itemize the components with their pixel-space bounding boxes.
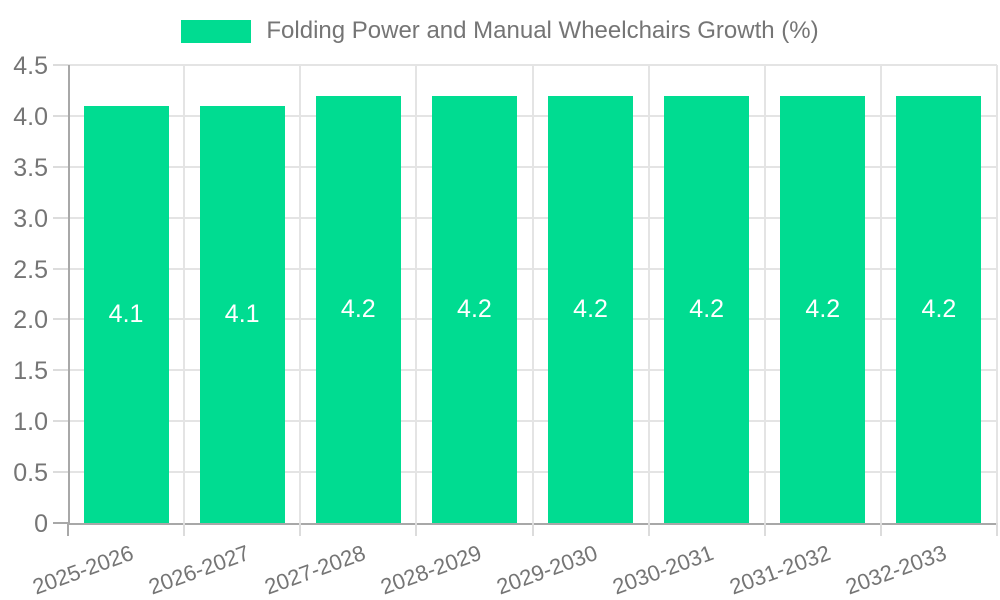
y-axis-tick (53, 114, 68, 117)
x-axis-tick-label: 2025-2026 (29, 540, 137, 600)
vertical-gridline (996, 65, 998, 523)
bar[interactable]: 4.2 (431, 95, 517, 523)
vertical-gridline (183, 65, 186, 523)
x-axis-tick-label: 2028-2029 (377, 540, 485, 600)
bar-value-label: 4.2 (573, 295, 608, 324)
y-axis-tick (53, 267, 68, 270)
legend-label: Folding Power and Manual Wheelchairs Gro… (266, 17, 819, 44)
y-axis-tick-label: 0.5 (13, 459, 48, 488)
y-axis-line (68, 65, 70, 525)
vertical-gridline (879, 65, 882, 523)
vertical-gridline (415, 65, 418, 523)
y-axis-tick-label: 4.0 (13, 102, 48, 131)
x-axis-tick (647, 523, 650, 536)
y-axis-tick (53, 318, 68, 321)
x-axis-tick-label: 2030-2031 (609, 540, 718, 600)
bar[interactable]: 4.2 (896, 95, 982, 523)
y-axis-tick (53, 522, 68, 524)
vertical-gridline (647, 65, 650, 523)
bar-value-label: 4.2 (340, 295, 376, 324)
vertical-gridline (763, 65, 766, 523)
bar[interactable]: 4.2 (548, 95, 634, 523)
x-axis-tick-label: 2026-2027 (145, 540, 253, 600)
x-axis-tick-label: 2032-2033 (842, 540, 950, 600)
y-axis-tick (53, 471, 68, 474)
x-axis-tick (996, 523, 998, 536)
x-axis-tick (531, 523, 534, 536)
plot-area: 4.1 4.1 4.2 4.2 4.2 4.2 4.2 4.2 (68, 64, 998, 525)
bar[interactable]: 4.2 (664, 95, 750, 523)
y-axis-tick-label: 2.5 (13, 255, 48, 284)
x-axis-line (68, 523, 997, 525)
bar-value-label: 4.1 (224, 300, 260, 329)
bar-value-label: 4.2 (457, 295, 492, 324)
y-axis-tick-label: 0 (34, 510, 48, 538)
horizontal-gridline (68, 64, 997, 66)
y-axis-tick-label: 2.0 (13, 306, 48, 335)
x-axis-tick (415, 523, 418, 536)
x-axis-tick-label: 2031-2032 (725, 540, 834, 600)
x-axis-tick-label: 2029-2030 (493, 540, 602, 600)
x-axis-tick (183, 523, 186, 536)
x-axis-tick (299, 523, 302, 536)
bar[interactable]: 4.1 (199, 105, 285, 523)
bar-value-label: 4.1 (108, 300, 144, 329)
y-axis-tick-label: 1.5 (13, 357, 48, 386)
bar[interactable]: 4.2 (315, 95, 401, 523)
y-axis-tick (53, 420, 68, 423)
legend-item[interactable]: Folding Power and Manual Wheelchairs Gro… (181, 17, 819, 45)
y-axis-tick (53, 165, 68, 168)
vertical-gridline (531, 65, 534, 523)
y-axis-tick-label: 4.5 (13, 52, 48, 80)
y-axis-tick (53, 64, 68, 66)
bar[interactable]: 4.1 (83, 105, 169, 523)
x-axis-tick-label: 2027-2028 (261, 540, 369, 600)
y-axis-tick (53, 216, 68, 219)
chart-legend: Folding Power and Manual Wheelchairs Gro… (0, 17, 1000, 45)
bar-value-label: 4.2 (805, 295, 841, 324)
bar-value-label: 4.2 (921, 295, 957, 324)
y-axis-tick-label: 1.0 (13, 408, 48, 437)
y-axis-tick (53, 369, 68, 372)
vertical-gridline (299, 65, 302, 523)
legend-swatch (181, 19, 252, 43)
x-axis-tick (879, 523, 882, 536)
y-axis-tick-label: 3.0 (13, 204, 48, 233)
bar[interactable]: 4.2 (780, 95, 866, 523)
bar-value-label: 4.2 (689, 295, 725, 324)
x-axis-tick (67, 523, 69, 536)
y-axis-tick-label: 3.5 (13, 153, 48, 182)
x-axis-tick (763, 523, 766, 536)
